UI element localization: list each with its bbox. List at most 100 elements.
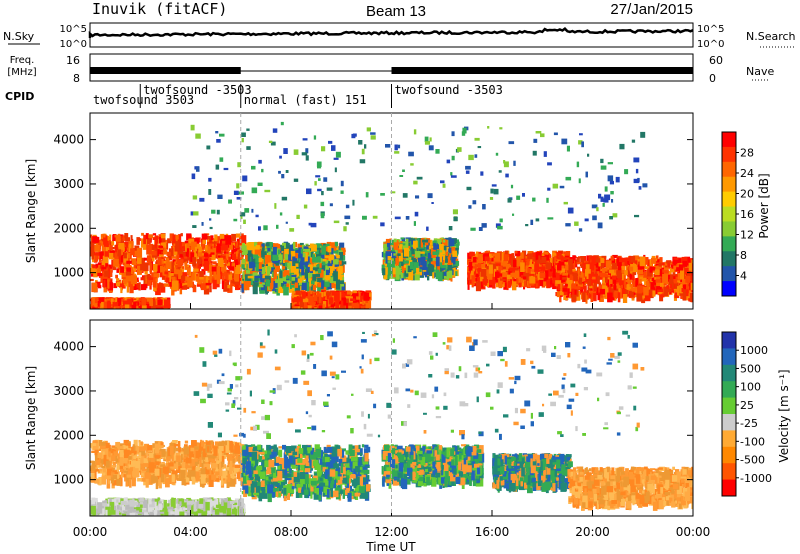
cpid-program-label: twofsound -3503 [143, 83, 251, 97]
echo-cell [313, 294, 319, 302]
echo-cell [199, 257, 205, 262]
echo-cell [435, 269, 440, 280]
echo-cell [201, 251, 208, 254]
echo-cell [438, 250, 444, 253]
echo-cell [112, 298, 118, 301]
echo-cell [237, 241, 241, 251]
echo-cell [348, 300, 354, 307]
echo-cell [228, 256, 231, 263]
echo-cell [152, 233, 157, 236]
echo-cell [295, 290, 301, 295]
echo-cell [104, 270, 109, 277]
echo-cell [111, 240, 115, 246]
echo-cell [317, 269, 322, 274]
echo-cell [329, 273, 333, 276]
echo-cell [400, 237, 405, 240]
echo-cell [200, 283, 207, 291]
echo-cell [362, 299, 365, 306]
echo-cell [125, 241, 129, 246]
echo-cell [301, 267, 305, 276]
echo-cell [203, 254, 210, 261]
echo-cell [292, 298, 298, 302]
echo-cell [120, 266, 124, 273]
echo-cell [231, 233, 237, 242]
echo-cell [175, 264, 178, 271]
echo-cell [339, 290, 345, 295]
echo-cell [114, 244, 118, 254]
echo-cell [297, 243, 303, 249]
echo-cell [199, 271, 204, 277]
echo-cell [246, 242, 249, 250]
echo-cell [317, 283, 321, 294]
echo-cell [248, 242, 254, 251]
echo-cell [334, 246, 337, 251]
echo-cell [495, 267, 499, 273]
echo-cell [90, 247, 93, 256]
echo-cell [311, 307, 315, 309]
echo-cell [310, 301, 316, 304]
echo-cell [99, 251, 104, 260]
echo-cell [250, 275, 253, 285]
echo-cell [153, 273, 160, 278]
echo-cell [428, 240, 431, 243]
echo-cell [432, 251, 437, 255]
echo-cell [386, 242, 391, 251]
echo-cell [397, 262, 401, 268]
echo-cell [130, 235, 133, 242]
echo-cell [420, 238, 423, 248]
echo-cell [335, 279, 340, 290]
echo-cell [266, 266, 271, 276]
echo-cell [243, 281, 250, 291]
echo-cell [125, 275, 132, 283]
echo-cell [162, 265, 166, 276]
echo-cell [341, 247, 346, 256]
echo-cell [103, 279, 106, 288]
echo-cell [278, 254, 283, 260]
echo-cell [382, 268, 386, 276]
echo-cell [178, 234, 182, 244]
echo-cell [93, 265, 97, 268]
echo-cell [407, 242, 413, 246]
echo-cell [103, 284, 108, 293]
echo-cell [236, 241, 239, 247]
echo-cell [302, 285, 307, 288]
echo-cell [388, 245, 394, 248]
echo-cell [175, 241, 180, 251]
echo-cell [442, 271, 447, 276]
sky-right-tick-top: 10^5 [697, 24, 724, 35]
echo-cell [187, 277, 193, 287]
echo-cell [216, 266, 221, 276]
echo-cell [436, 249, 440, 255]
echo-cell [435, 256, 440, 267]
echo-cell [136, 280, 139, 282]
echo-cell [197, 280, 203, 285]
echo-cell [109, 250, 115, 253]
echo-cell [345, 301, 349, 309]
echo-cell [92, 297, 97, 306]
echo-cell [115, 235, 121, 242]
echo-cell [255, 263, 259, 272]
echo-cell [168, 279, 172, 287]
echo-cell [171, 280, 175, 291]
echo-cell [385, 238, 392, 245]
echo-cell [261, 245, 265, 251]
echo-cell [451, 247, 456, 254]
echo-cell [122, 235, 127, 241]
echo-cell [159, 282, 163, 288]
echo-cell [108, 250, 114, 260]
echo-cell [277, 249, 280, 256]
echo-cell [288, 254, 292, 261]
echo-cell [328, 261, 331, 265]
echo-cell [290, 247, 293, 252]
echo-cell [299, 242, 304, 246]
echo-cell [445, 254, 450, 259]
echo-cell [135, 277, 139, 281]
echo-cell [319, 300, 325, 309]
echo-cell [410, 262, 414, 269]
echo-cell [90, 267, 96, 274]
echo-cell [448, 239, 455, 247]
echo-cell [289, 244, 294, 251]
echo-cell [161, 237, 166, 243]
echo-cell [282, 242, 286, 249]
echo-cell [191, 281, 194, 289]
